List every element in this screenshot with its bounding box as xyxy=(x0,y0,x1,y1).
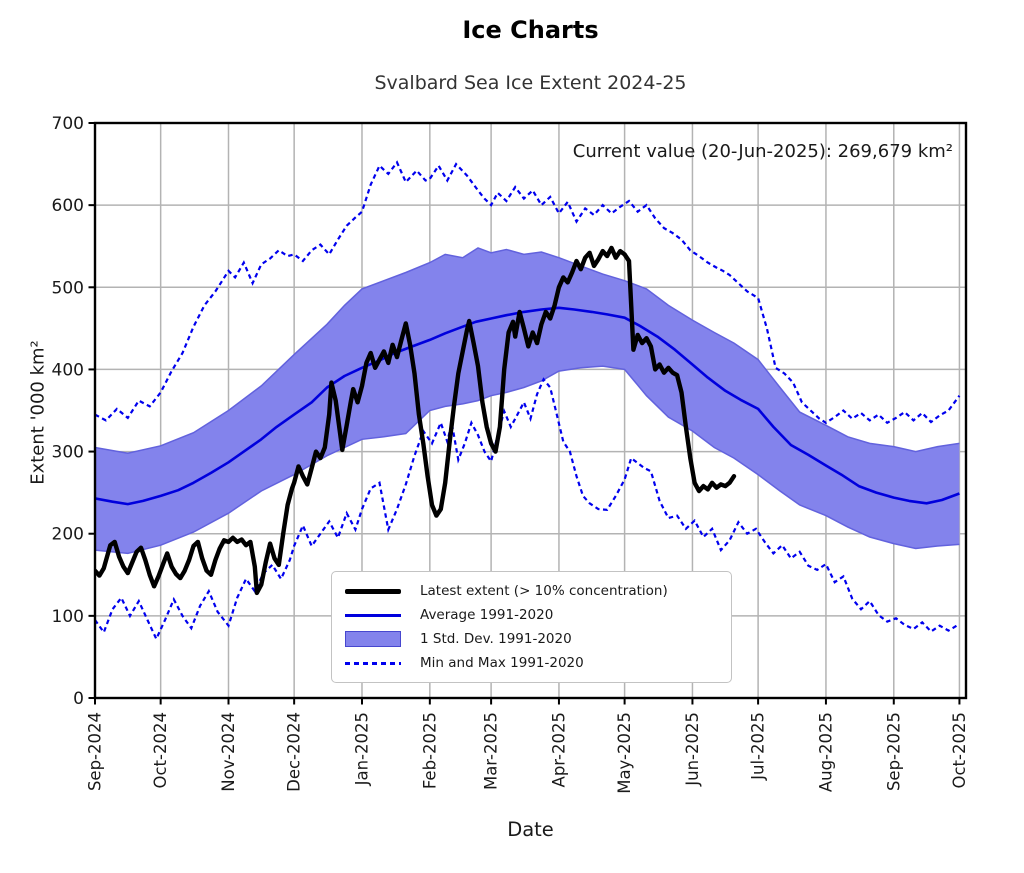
max-line xyxy=(95,160,961,425)
x-tick-label: Feb-2025 xyxy=(420,712,439,789)
x-tick-label: Mar-2025 xyxy=(482,712,501,790)
current-value-annotation: Current value (20-Jun-2025): 269,679 km² xyxy=(572,141,953,162)
x-tick-label: Apr-2025 xyxy=(549,712,568,787)
x-tick-label: May-2025 xyxy=(615,712,634,794)
y-tick-label: 0 xyxy=(73,689,84,709)
y-tick-label: 700 xyxy=(52,114,84,134)
x-axis-label: Date xyxy=(507,818,554,841)
legend-entry-latest-extent: Latest extent (> 10% concentration) xyxy=(342,579,723,603)
x-tick-label: Sep-2025 xyxy=(884,712,903,791)
x-tick-label: Jun-2025 xyxy=(683,712,702,787)
y-tick-label: 200 xyxy=(52,525,84,545)
legend-entry-average: Average 1991-2020 xyxy=(342,603,723,627)
page-title: Ice Charts xyxy=(462,16,599,44)
y-tick-label: 500 xyxy=(52,278,84,298)
legend-entry-min-max: Min and Max 1991-2020 xyxy=(342,651,723,675)
min-max-dashed-swatch xyxy=(345,661,401,665)
x-tick-label: Nov-2024 xyxy=(219,712,238,792)
x-tick-label: Jul-2025 xyxy=(749,712,768,781)
y-tick-label: 100 xyxy=(52,607,84,627)
y-axis-label: Extent '000 km² xyxy=(27,340,49,485)
axes-spines xyxy=(93,121,968,700)
x-tick-label: Aug-2025 xyxy=(816,712,835,792)
legend-label: Average 1991-2020 xyxy=(420,607,554,623)
legend-label: Min and Max 1991-2020 xyxy=(420,655,584,671)
legend-label: 1 Std. Dev. 1991-2020 xyxy=(420,631,572,647)
y-tick-label: 400 xyxy=(52,360,84,380)
std-dev-band xyxy=(95,247,960,554)
legend-box: Latest extent (> 10% concentration) Aver… xyxy=(331,571,732,683)
average-line-swatch xyxy=(345,613,401,617)
latest-extent-line-swatch xyxy=(345,588,401,594)
x-tick-label: Oct-2025 xyxy=(950,712,969,788)
chart-subtitle: Svalbard Sea Ice Extent 2024-25 xyxy=(374,72,687,94)
latest-extent-line xyxy=(95,245,737,596)
legend-label: Latest extent (> 10% concentration) xyxy=(420,583,668,599)
y-tick-label: 600 xyxy=(52,196,84,216)
legend-entry-std-dev: 1 Std. Dev. 1991-2020 xyxy=(342,627,723,651)
std-dev-band-upper-edge xyxy=(95,247,960,454)
average-line xyxy=(95,306,960,506)
std-dev-patch-swatch xyxy=(345,631,401,647)
x-tick-label: Oct-2024 xyxy=(151,712,170,788)
y-tick-label: 300 xyxy=(52,443,84,463)
x-tick-label: Jan-2025 xyxy=(352,712,371,786)
x-tick-label: Sep-2024 xyxy=(86,712,105,791)
x-tick-label: Dec-2024 xyxy=(285,712,304,792)
